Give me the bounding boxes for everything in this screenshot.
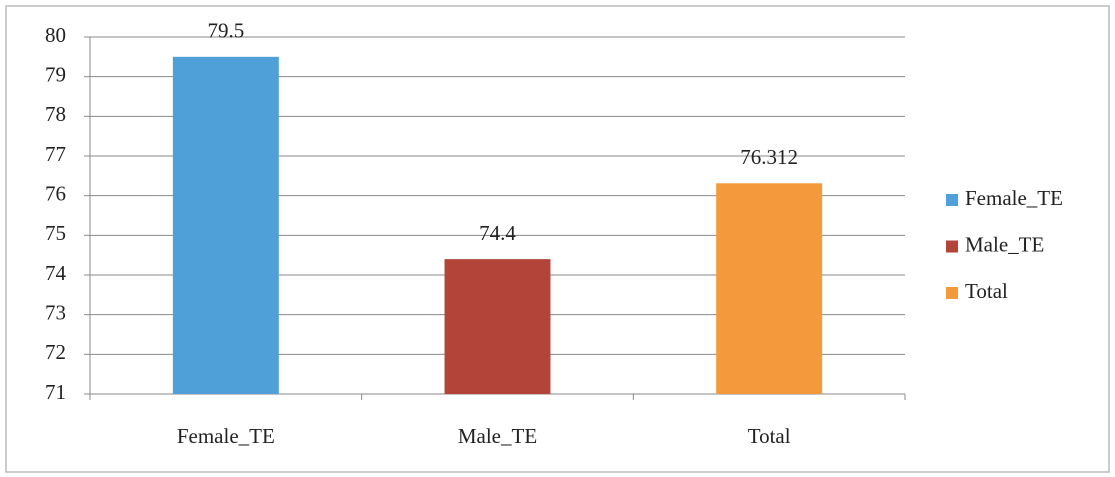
y-tick-label: 73: [45, 300, 66, 324]
data-label: 76.312: [740, 145, 798, 169]
legend-swatch: [946, 240, 958, 253]
bar: [716, 183, 823, 394]
legend-swatch: [946, 194, 958, 206]
x-tick-label: Female_TE: [177, 424, 275, 448]
data-label: 74.4: [479, 221, 516, 245]
y-tick-label: 75: [45, 221, 66, 245]
legend-label: Total: [965, 279, 1008, 303]
y-tick-label: 77: [45, 142, 66, 166]
y-tick-label: 71: [45, 380, 66, 404]
chart-border: [5, 5, 1110, 473]
legend-swatch: [946, 287, 958, 299]
data-label: 79.5: [207, 19, 244, 43]
y-tick-label: 76: [45, 181, 66, 205]
x-tick-label: Total: [748, 424, 791, 448]
y-tick-label: 80: [45, 23, 66, 47]
legend-label: Male_TE: [965, 232, 1044, 256]
y-tick-label: 78: [45, 102, 66, 126]
y-tick-label: 72: [45, 340, 66, 364]
x-tick-label: Male_TE: [458, 424, 537, 448]
y-tick-label: 79: [45, 62, 66, 86]
bar: [172, 56, 279, 394]
legend-label: Female_TE: [965, 186, 1063, 210]
y-tick-label: 74: [45, 261, 67, 285]
bar: [444, 259, 551, 394]
